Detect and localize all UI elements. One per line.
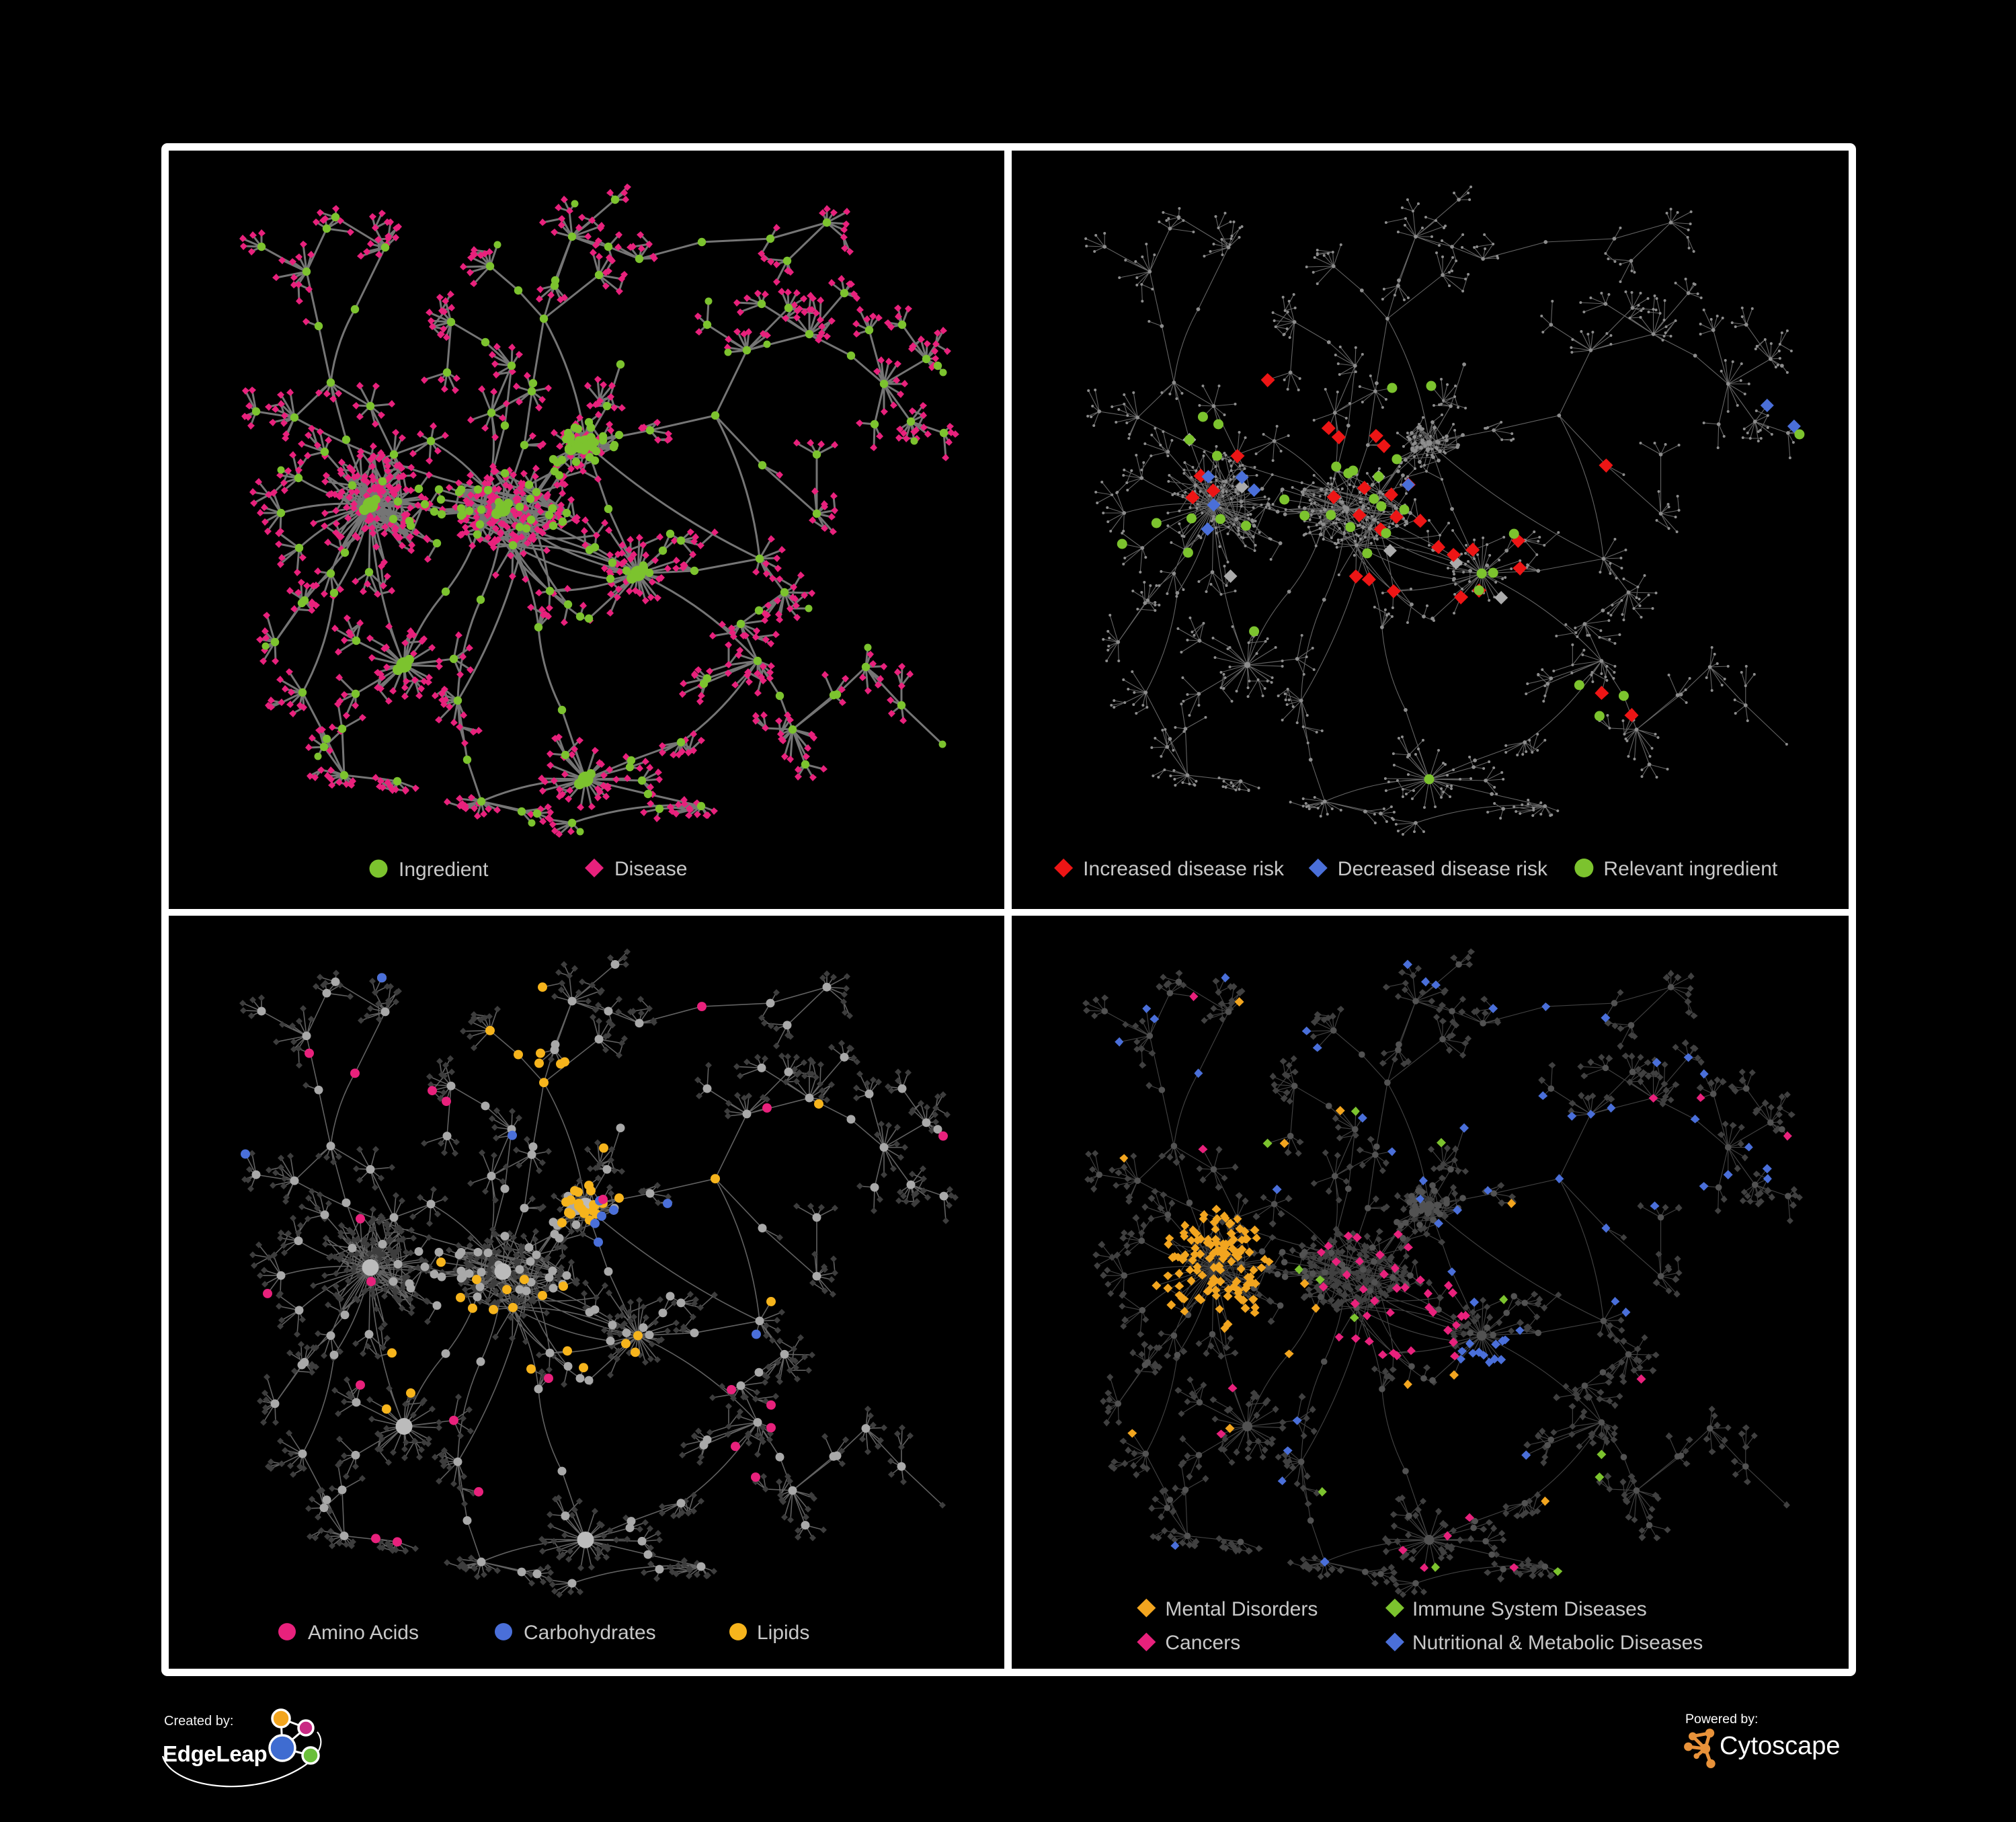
svg-text:Created by:: Created by: [164,1714,233,1729]
svg-text:Increased disease risk: Increased disease risk [1083,858,1285,880]
svg-text:Cancers: Cancers [1165,1632,1240,1654]
svg-text:Amino Acids: Amino Acids [308,1622,419,1644]
svg-text:Disease: Disease [614,858,687,880]
svg-text:Ingredient: Ingredient [399,859,489,881]
svg-text:Lipids: Lipids [757,1622,809,1644]
svg-text:Nutritional & Metabolic Diseas: Nutritional & Metabolic Diseases [1412,1632,1703,1654]
svg-text:Mental Disorders: Mental Disorders [1165,1598,1318,1620]
svg-text:Relevant ingredient: Relevant ingredient [1603,858,1778,880]
svg-text:Powered by:: Powered by: [1685,1712,1758,1727]
svg-text:Decreased disease risk: Decreased disease risk [1338,858,1548,880]
svg-text:EdgeLeap: EdgeLeap [163,1741,267,1766]
svg-text:Cytoscape: Cytoscape [1720,1732,1841,1760]
svg-text:Carbohydrates: Carbohydrates [524,1622,656,1644]
svg-text:Immune System Diseases: Immune System Diseases [1412,1598,1647,1620]
